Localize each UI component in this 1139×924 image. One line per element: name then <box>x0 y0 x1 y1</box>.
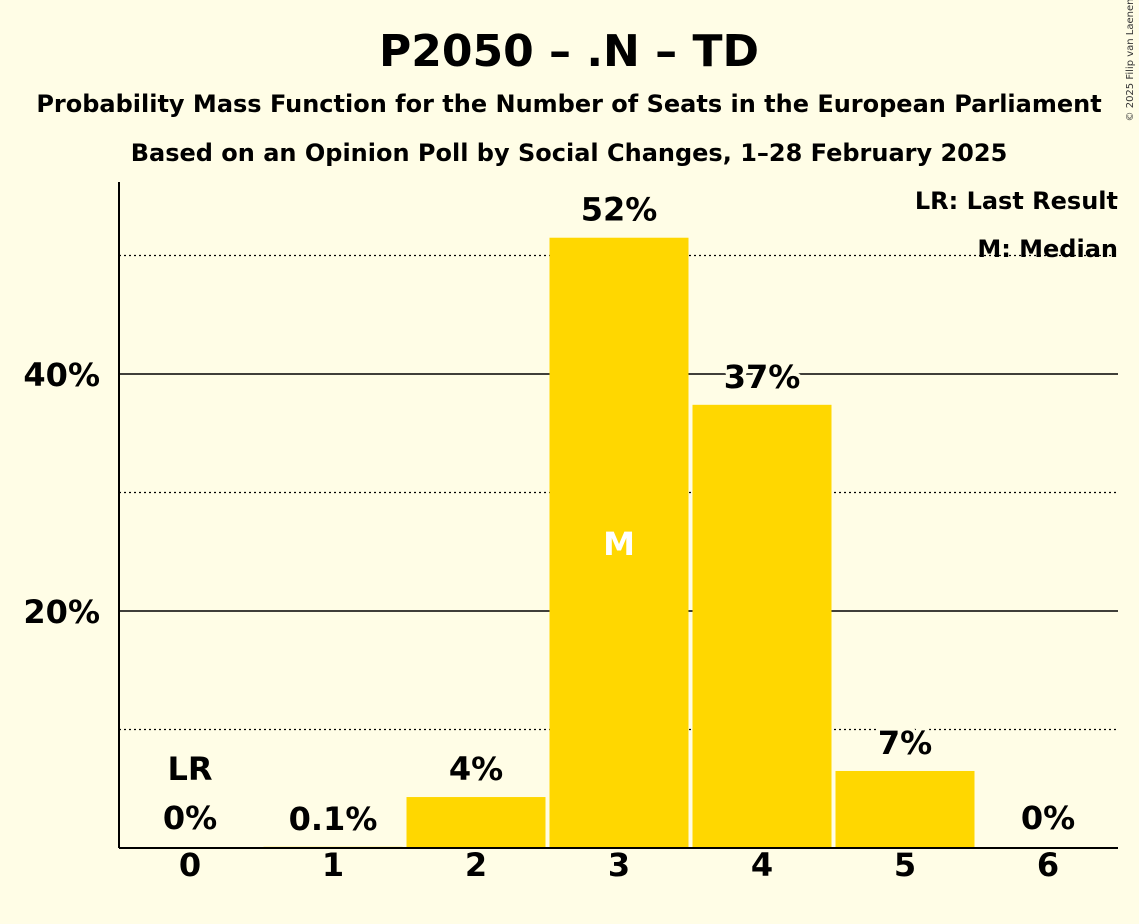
value-label-halo: 0% <box>1021 799 1075 837</box>
value-label-halo: 52% <box>581 191 658 229</box>
value-label-0: 0% <box>163 799 217 837</box>
chart-title: P2050 – .N – TD <box>379 26 759 77</box>
chart-subtitle-1: Probability Mass Function for the Number… <box>36 90 1101 118</box>
value-label-5: 7% <box>878 724 932 762</box>
bars <box>263 237 975 849</box>
y-tick-labels: 20% 40% <box>23 356 100 631</box>
x-tick-label: 6 <box>1037 846 1059 884</box>
value-label-1: 0.1% <box>289 800 378 838</box>
x-tick-label: 1 <box>322 846 344 884</box>
value-label-6: 0% <box>1021 799 1075 837</box>
x-tick-label: 5 <box>894 846 916 884</box>
bar-5 <box>835 770 975 848</box>
bar-3 <box>549 237 689 849</box>
legend-median: M: Median <box>977 235 1118 263</box>
bar-labels: 0%0% 0.1%0.1%4%4%52%52%37%37%7%7%0%0%MLR <box>159 187 1079 842</box>
value-label-halo: 0.1% <box>289 800 378 838</box>
median-marker: M <box>603 525 635 563</box>
x-tick-label: 0 <box>179 846 201 884</box>
copyright-note: © 2025 Filip van Laenen <box>1125 0 1136 121</box>
x-tick-label: 2 <box>465 846 487 884</box>
value-label-halo: 37% <box>724 358 801 396</box>
value-label-2: 4% <box>449 750 503 788</box>
last-result-marker: LR <box>167 750 212 788</box>
value-label-halo: 0% <box>163 799 217 837</box>
bar-2 <box>406 797 546 848</box>
value-label-halo: 7% <box>878 724 932 762</box>
y-tick-label: 40% <box>23 356 100 394</box>
x-tick-label: 4 <box>751 846 773 884</box>
x-tick-label: 3 <box>608 846 630 884</box>
value-label-4: 37% <box>724 358 801 396</box>
chart-subtitle-2: Based on an Opinion Poll by Social Chang… <box>131 139 1008 167</box>
value-label-halo: 4% <box>449 750 503 788</box>
y-tick-label: 20% <box>23 593 100 631</box>
legend-last-result: LR: Last Result <box>915 187 1118 215</box>
x-tick-labels: 0 1 2 3 4 5 6 <box>179 846 1059 884</box>
bar-4 <box>692 404 832 848</box>
value-label-3: 52% <box>581 191 658 229</box>
